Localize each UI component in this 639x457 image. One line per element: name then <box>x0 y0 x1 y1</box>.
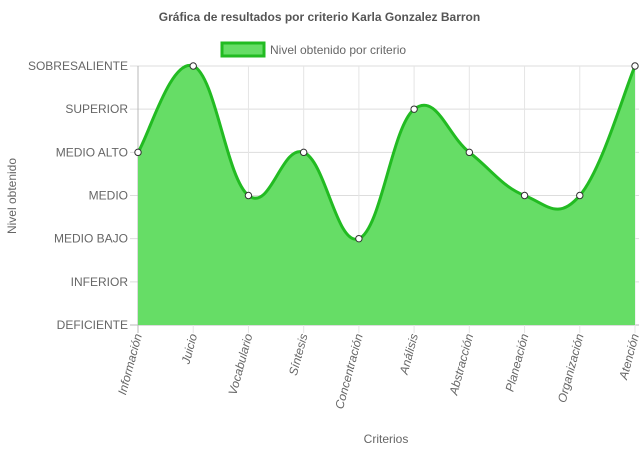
legend-swatch <box>222 43 264 56</box>
x-tick-label: Juicio <box>178 332 200 367</box>
x-tick-label: Información <box>115 332 145 396</box>
data-points <box>134 62 639 243</box>
data-point <box>134 148 142 157</box>
x-tick-label: Atención <box>616 332 639 382</box>
x-tick-label: Concentración <box>332 332 366 411</box>
data-point <box>465 148 474 157</box>
data-point <box>244 191 253 200</box>
legend-swatch-border <box>220 41 266 58</box>
data-point <box>299 148 308 157</box>
y-tick-label: SUPERIOR <box>65 102 128 116</box>
y-tick-label: INFERIOR <box>71 275 129 289</box>
y-tick-label: MEDIO ALTO <box>56 145 128 159</box>
data-point <box>189 62 197 70</box>
y-tick-label: MEDIO <box>89 189 128 203</box>
legend[interactable]: Nivel obtenido por criterio <box>220 41 406 58</box>
chart-title: Gráfica de resultados por criterio Karla… <box>159 10 480 24</box>
x-tick-label: Análisis <box>397 332 421 377</box>
data-point <box>520 191 529 200</box>
data-point <box>631 62 639 70</box>
data-point <box>355 234 363 243</box>
y-tick-label: DEFICIENTE <box>57 318 128 332</box>
data-point <box>576 191 584 200</box>
data-point <box>410 105 418 113</box>
series-area <box>138 65 635 325</box>
y-axis-title: Nivel obtenido <box>5 158 19 234</box>
area-layer <box>136 64 637 325</box>
x-tick-label: Organización <box>555 332 587 404</box>
series-line <box>136 64 637 241</box>
x-axis-ticks: Información Juicio Vocabulario Síntesis Conc… <box>115 332 639 411</box>
legend-label: Nivel obtenido por criterio <box>270 43 406 57</box>
y-axis-ticks: DEFICIENTE INFERIOR MEDIO BAJO MEDIO MEDIO A… <box>28 59 128 332</box>
x-tick-label: Síntesis <box>286 332 311 377</box>
x-axis-title: Criterios <box>364 432 409 446</box>
y-tick-label: SOBRESALIENTE <box>28 59 128 73</box>
x-tick-label: Abstracción <box>446 332 476 397</box>
y-tick-label: MEDIO BAJO <box>54 232 128 246</box>
x-tick-label: Vocabulario <box>226 332 256 397</box>
x-tick-label: Planeación <box>503 332 532 393</box>
